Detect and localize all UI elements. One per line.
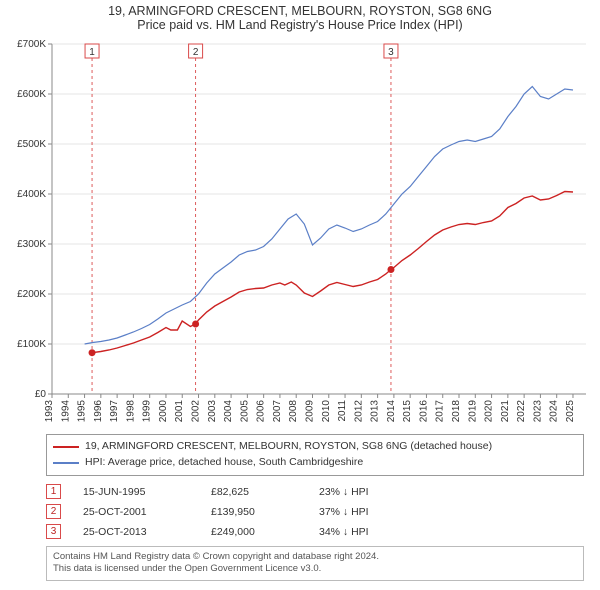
legend-swatch xyxy=(53,462,79,464)
chart: £0 £100K £200K £300K £400K £500K £600K £700K 199… xyxy=(8,38,592,428)
x-tick-label: 2025 xyxy=(565,400,576,423)
legend-swatch xyxy=(53,446,79,448)
y-tick-label: £500K xyxy=(17,139,46,150)
attribution-line2: This data is licensed under the Open Gov… xyxy=(53,563,577,576)
x-tick-label: 2014 xyxy=(386,400,397,423)
x-tick-label: 2009 xyxy=(304,400,315,423)
legend-row: HPI: Average price, detached house, Sout… xyxy=(53,455,577,471)
x-tick-label: 2022 xyxy=(516,400,527,423)
marker-box-label: 1 xyxy=(89,47,95,58)
series-property xyxy=(92,192,573,353)
marker-box-label: 3 xyxy=(388,47,394,58)
sale-marker-dot xyxy=(89,349,96,356)
y-tick-label: £0 xyxy=(35,389,47,400)
y-tick-label: £300K xyxy=(17,239,46,250)
sale-marker-dot xyxy=(387,266,394,273)
x-tick-label: 2019 xyxy=(467,400,478,423)
title-main: 19, ARMINGFORD CRESCENT, MELBOURN, ROYST… xyxy=(8,4,592,18)
sale-number-box: 2 xyxy=(46,504,61,519)
x-tick-label: 1999 xyxy=(142,400,153,423)
sale-date: 15-JUN-1995 xyxy=(83,486,211,498)
x-tick-label: 2021 xyxy=(500,400,511,423)
x-tick-label: 1993 xyxy=(44,400,55,423)
sale-marker-dot xyxy=(192,321,199,328)
x-tick-label: 2020 xyxy=(484,400,495,423)
sale-number-box: 1 xyxy=(46,484,61,499)
x-tick-label: 2006 xyxy=(256,400,267,423)
y-tick-label: £200K xyxy=(17,289,46,300)
legend-label: HPI: Average price, detached house, Sout… xyxy=(85,455,363,471)
x-tick-label: 2011 xyxy=(337,400,348,422)
x-tick-label: 2002 xyxy=(191,400,202,423)
title-sub: Price paid vs. HM Land Registry's House … xyxy=(8,18,592,32)
sale-date: 25-OCT-2001 xyxy=(83,506,211,518)
legend: 19, ARMINGFORD CRESCENT, MELBOURN, ROYST… xyxy=(46,434,584,476)
sale-delta: 34% ↓ HPI xyxy=(319,526,429,538)
x-tick-label: 2007 xyxy=(272,400,283,423)
x-tick-label: 2015 xyxy=(402,400,413,423)
x-tick-label: 2003 xyxy=(207,400,218,423)
legend-label: 19, ARMINGFORD CRESCENT, MELBOURN, ROYST… xyxy=(85,439,492,455)
y-tick-label: £600K xyxy=(17,89,46,100)
x-tick-label: 1996 xyxy=(93,400,104,423)
x-tick-label: 2018 xyxy=(451,400,462,423)
sale-price: £249,000 xyxy=(211,526,319,538)
x-tick-label: 2001 xyxy=(174,400,185,423)
sale-date: 25-OCT-2013 xyxy=(83,526,211,538)
x-tick-label: 1994 xyxy=(60,400,71,423)
sales-table: 1 15-JUN-1995£82,62523% ↓ HPI 2 25-OCT-2001… xyxy=(46,482,584,542)
x-tick-label: 2004 xyxy=(223,400,234,423)
marker-box-label: 2 xyxy=(193,47,199,58)
chart-container: 19, ARMINGFORD CRESCENT, MELBOURN, ROYST… xyxy=(0,0,600,590)
x-tick-label: 2000 xyxy=(158,400,169,423)
attribution: Contains HM Land Registry data © Crown c… xyxy=(46,546,584,582)
y-tick-label: £100K xyxy=(17,339,46,350)
x-tick-label: 2005 xyxy=(239,400,250,423)
x-tick-label: 2016 xyxy=(418,400,429,423)
sale-row: 2 25-OCT-2001£139,95037% ↓ HPI xyxy=(46,502,584,522)
x-tick-label: 2012 xyxy=(353,400,364,423)
x-tick-label: 2024 xyxy=(549,400,560,423)
sale-price: £139,950 xyxy=(211,506,319,518)
x-tick-label: 1997 xyxy=(109,400,120,423)
sale-row: 1 15-JUN-1995£82,62523% ↓ HPI xyxy=(46,482,584,502)
sale-number-box: 3 xyxy=(46,524,61,539)
sale-delta: 37% ↓ HPI xyxy=(319,506,429,518)
y-tick-label: £700K xyxy=(17,39,46,50)
x-tick-label: 1995 xyxy=(77,400,88,423)
x-tick-label: 2013 xyxy=(370,400,381,423)
x-tick-label: 2010 xyxy=(321,400,332,423)
titles: 19, ARMINGFORD CRESCENT, MELBOURN, ROYST… xyxy=(8,4,592,32)
x-tick-label: 2017 xyxy=(435,400,446,423)
sale-row: 3 25-OCT-2013£249,00034% ↓ HPI xyxy=(46,522,584,542)
attribution-line1: Contains HM Land Registry data © Crown c… xyxy=(53,551,577,564)
chart-svg: £0 £100K £200K £300K £400K £500K £600K £700K 199… xyxy=(8,38,592,428)
legend-row: 19, ARMINGFORD CRESCENT, MELBOURN, ROYST… xyxy=(53,439,577,455)
sale-price: £82,625 xyxy=(211,486,319,498)
x-tick-label: 1998 xyxy=(125,400,136,423)
x-tick-label: 2023 xyxy=(532,400,543,423)
x-tick-label: 2008 xyxy=(288,400,299,423)
sale-delta: 23% ↓ HPI xyxy=(319,486,429,498)
y-tick-label: £400K xyxy=(17,189,46,200)
